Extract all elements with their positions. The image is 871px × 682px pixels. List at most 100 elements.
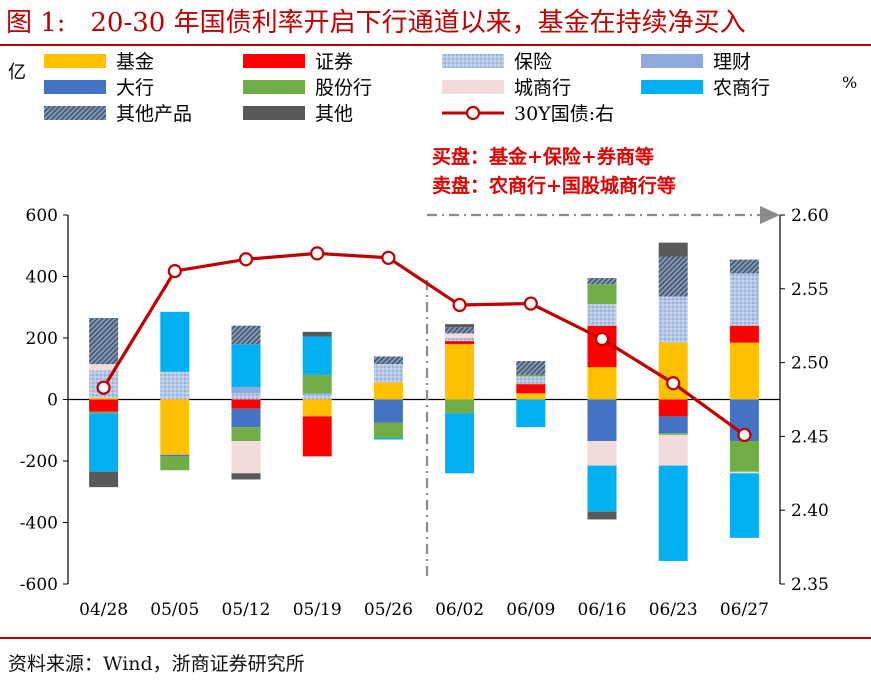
bar-segment (729, 325, 759, 343)
legend-swatch (641, 80, 703, 94)
bar-segment (89, 318, 119, 365)
category-label: 06/23 (649, 600, 698, 620)
bar-segment (89, 411, 119, 414)
bar-segment (658, 242, 688, 257)
period-divider-arrowhead (760, 206, 780, 224)
bars (89, 242, 759, 561)
bar-segment (231, 325, 261, 345)
axes: 600 400 200 0 -200 -400 -600 2.60 2.55 2.50 2.45 2.… (20, 206, 829, 620)
bar-segment (729, 471, 759, 474)
bar-segment (445, 333, 475, 338)
bar-segment (587, 367, 617, 400)
yield-point (594, 331, 610, 347)
bar-segment (587, 304, 617, 326)
left-tick-label: 200 (26, 329, 58, 349)
right-tick-label: 2.60 (791, 206, 829, 226)
figure-title: 图 1: 20-30 年国债利率开启下行通道以来，基金在持续净买入 (6, 8, 746, 38)
legend-label: 证券 (315, 51, 353, 73)
legend-swatch (44, 54, 106, 68)
bar-segment (729, 273, 759, 326)
bar-segment (587, 278, 617, 285)
bar-segment (658, 399, 688, 417)
bar-segment (373, 356, 403, 365)
bar-segment (160, 371, 190, 400)
bar-segment (302, 394, 332, 400)
right-tick-label: 2.55 (791, 280, 829, 300)
right-tick-label: 2.45 (791, 427, 829, 447)
period-divider (425, 206, 780, 578)
bar-segment (302, 416, 332, 457)
bar-segment (445, 324, 475, 328)
legend-swatch (44, 80, 106, 94)
bar-segment (587, 465, 617, 512)
yield-point (666, 376, 681, 391)
legend-swatch (44, 106, 106, 120)
title-divider (0, 44, 871, 46)
source-note: 资料来源：Wind，浙商证券研究所 (8, 653, 305, 675)
legend-line-marker (465, 105, 481, 121)
bar-segment (516, 393, 546, 400)
bar-segment (231, 399, 261, 409)
bar-segment (89, 413, 119, 472)
right-axis-unit: % (842, 73, 857, 92)
legend-label: 其他 (315, 103, 353, 125)
yield-line-path (102, 251, 746, 437)
bar-segment (160, 399, 190, 455)
legend-label: 保险 (514, 51, 552, 73)
bar-segment (160, 311, 190, 372)
bar-segment (587, 399, 617, 442)
bar-segment (160, 456, 190, 471)
category-label: 05/19 (293, 600, 342, 620)
left-tick-label: 400 (26, 268, 58, 288)
yield-point (452, 297, 467, 313)
bar-segment (445, 413, 475, 474)
bar-segment (587, 511, 617, 520)
legend-swatch (641, 54, 703, 68)
bar-segment (302, 336, 332, 375)
bar-segment (373, 364, 403, 383)
yield-point (737, 427, 752, 443)
bar-segment (89, 397, 119, 400)
right-tick-label: 2.35 (791, 575, 829, 595)
legend-swatch (243, 106, 305, 120)
category-label: 05/05 (150, 600, 199, 620)
bar-segment (231, 441, 261, 474)
bar-segment (231, 393, 261, 400)
left-tick-label: -600 (20, 575, 58, 595)
left-tick-label: 0 (47, 391, 58, 411)
category-label: 05/26 (364, 600, 413, 620)
bar-segment (587, 284, 617, 305)
legend-swatch (442, 54, 504, 68)
category-label: 06/02 (435, 600, 484, 620)
bar-segment (729, 441, 759, 472)
legend-label: 城商行 (514, 77, 571, 99)
bar-segment (445, 341, 475, 345)
bar-segment (445, 344, 475, 400)
legend-swatch (442, 80, 504, 94)
bar-segment (302, 399, 332, 417)
bar-segment (729, 342, 759, 400)
bar-segment (516, 361, 546, 375)
buy-annotation: 买盘：基金+保险+券商等 (432, 145, 654, 168)
bar-segment (89, 364, 119, 371)
bar-segment (231, 344, 261, 388)
bar-segment (658, 433, 688, 435)
right-tick-label: 2.40 (791, 501, 829, 521)
legend-label: 其他产品 (116, 103, 192, 125)
legend-label: 农商行 (713, 77, 770, 99)
yield-point (96, 380, 111, 395)
legend-label: 理财 (713, 51, 751, 73)
bar-segment (373, 437, 403, 440)
category-label: 06/09 (506, 600, 555, 620)
bar-segment (373, 382, 403, 400)
legend-label: 基金 (116, 51, 154, 73)
bar-segment (373, 422, 403, 438)
bar-segment (445, 338, 475, 342)
legend-label: 大行 (116, 77, 154, 99)
yield-line (96, 246, 752, 443)
bar-segment (445, 327, 475, 334)
bar-segment (231, 408, 261, 428)
category-label: 06/27 (720, 600, 769, 620)
yield-point (523, 296, 538, 311)
